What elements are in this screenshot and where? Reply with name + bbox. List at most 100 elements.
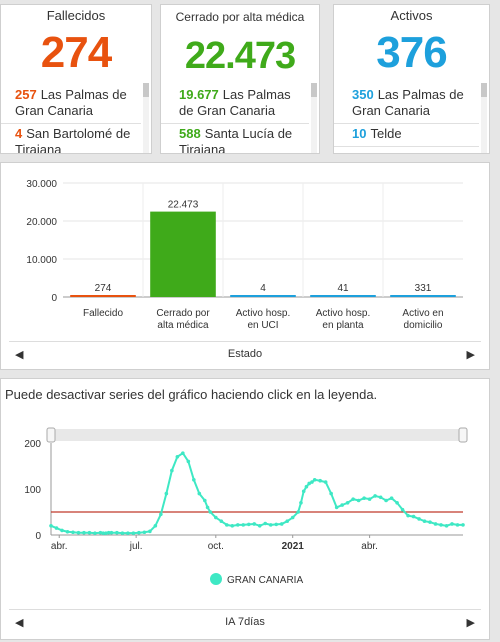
y-tick-label: 100	[24, 485, 41, 496]
data-point	[219, 519, 224, 523]
legend-marker[interactable]	[210, 573, 222, 585]
scrollbar-thumb[interactable]	[311, 83, 317, 97]
card-list[interactable]: 350 Las Palmas de Gran Canaria 10 Telde	[334, 85, 479, 153]
data-point	[406, 513, 410, 518]
card-list[interactable]: 257 Las Palmas de Gran Canaria 4 San Barto…	[1, 85, 141, 153]
data-point	[279, 522, 284, 526]
data-point	[208, 510, 213, 514]
bar	[230, 295, 296, 297]
data-point	[323, 480, 328, 484]
data-point	[362, 496, 366, 500]
card-title: Activos	[390, 8, 433, 23]
x-category-label: domicilio	[404, 320, 443, 331]
x-tick-label: 2021	[282, 541, 305, 552]
data-point	[444, 524, 449, 528]
data-point	[252, 522, 257, 526]
series-line	[50, 451, 463, 535]
data-point	[290, 515, 295, 520]
data-point	[101, 531, 105, 535]
card-title: Cerrado por alta médica	[175, 10, 305, 24]
data-point	[235, 523, 240, 527]
data-point	[257, 524, 262, 528]
data-point	[175, 455, 180, 459]
item-count: 350	[352, 87, 374, 102]
bar-value-label: 22.473	[168, 200, 199, 211]
next-arrow-icon[interactable]: ▶	[466, 617, 475, 629]
list-item[interactable]: 257 Las Palmas de Gran Canaria	[1, 85, 141, 124]
prev-arrow-icon[interactable]: ◀	[15, 349, 24, 361]
list-item[interactable]: 19.677 Las Palmas de Gran Canaria	[161, 85, 309, 124]
list-item[interactable]: 588 Santa Lucía de Tirajana	[161, 124, 309, 153]
scrollbar-thumb[interactable]	[481, 83, 487, 97]
data-point	[450, 522, 454, 526]
item-count: 19.677	[179, 87, 219, 102]
data-point	[87, 530, 92, 535]
card-list[interactable]: 19.677 Las Palmas de Gran Canaria 588 Sant…	[161, 85, 309, 153]
scrollbar[interactable]	[311, 83, 317, 153]
data-point	[367, 497, 372, 501]
data-point	[120, 531, 125, 535]
data-point	[263, 521, 268, 526]
data-point	[186, 459, 191, 464]
data-point	[307, 481, 311, 486]
line-chart-panel: Puede desactivar series del gráfico haci…	[0, 378, 490, 640]
scrollbar[interactable]	[143, 83, 149, 153]
y-tick-label: 10.000	[26, 255, 57, 266]
range-slider-track	[51, 429, 463, 441]
data-point	[428, 520, 432, 524]
bar-chart-panel: 0 10.000 20.000 30.000 274 Fallecido 22.473 Cer…	[0, 162, 490, 370]
data-point	[205, 505, 210, 510]
bar	[70, 295, 136, 297]
data-point	[82, 530, 86, 535]
item-label: Las Palmas de Gran Canaria	[15, 87, 127, 118]
line-chart: 0 100 200 abr. jul. oct. 2021 abr. GRAN CANARIA	[24, 427, 468, 586]
line-chart-nav: ◀ IA 7días ▶	[9, 609, 481, 634]
bar-value-label: 274	[95, 283, 112, 294]
item-label: Las Palmas de Gran Canaria	[179, 87, 291, 118]
item-label: San Bartolomé de Tirajana	[15, 126, 131, 153]
data-point	[417, 517, 421, 521]
data-point	[60, 528, 64, 533]
item-label: Telde	[370, 126, 402, 141]
data-point	[241, 523, 246, 527]
card-cerrado: Cerrado por alta médica 22.473 19.677 Las…	[160, 4, 320, 154]
y-tick-label: 20.000	[26, 217, 57, 228]
bar	[150, 211, 216, 297]
x-category-label: en UCI	[247, 320, 278, 331]
bar-value-label: 41	[337, 283, 349, 294]
data-point	[329, 491, 333, 496]
card-total: 274	[40, 28, 112, 77]
x-category-label: Activo hosp.	[236, 308, 290, 319]
card-title: Fallecidos	[46, 8, 106, 23]
x-category-label: Fallecido	[83, 308, 123, 319]
data-point	[203, 498, 207, 503]
prev-arrow-icon[interactable]: ◀	[15, 617, 24, 629]
data-point	[400, 507, 405, 512]
card-activos: Activos 376 350 Las Palmas de Gran Canari…	[333, 4, 490, 154]
scrollbar[interactable]	[481, 83, 487, 153]
scrollbar-thumb[interactable]	[143, 83, 149, 97]
x-tick-label: oct.	[208, 541, 224, 552]
y-tick-label: 0	[51, 293, 57, 304]
bar-value-label: 331	[415, 283, 432, 294]
data-point	[142, 530, 147, 535]
data-point	[439, 523, 443, 527]
bar	[310, 295, 376, 297]
data-point	[170, 468, 174, 473]
chart-hint: Puede desactivar series del gráfico haci…	[5, 387, 378, 402]
data-point	[230, 524, 235, 528]
next-arrow-icon[interactable]: ▶	[466, 349, 475, 361]
data-point	[115, 530, 119, 535]
data-point	[378, 495, 383, 500]
list-item[interactable]: 10 Telde	[334, 124, 479, 147]
data-point	[411, 514, 416, 519]
data-point	[106, 530, 111, 535]
data-point	[340, 503, 344, 507]
list-item[interactable]: 350 Las Palmas de Gran Canaria	[334, 85, 479, 124]
x-category-label: Activo en	[402, 308, 443, 319]
legend-label[interactable]: GRAN CANARIA	[227, 575, 303, 586]
data-point	[246, 522, 251, 527]
card-fallecidos: Fallecidos 274 257 Las Palmas de Gran Can…	[0, 4, 152, 154]
list-item[interactable]: 4 San Bartolomé de Tirajana	[1, 124, 141, 153]
data-point	[65, 529, 70, 534]
